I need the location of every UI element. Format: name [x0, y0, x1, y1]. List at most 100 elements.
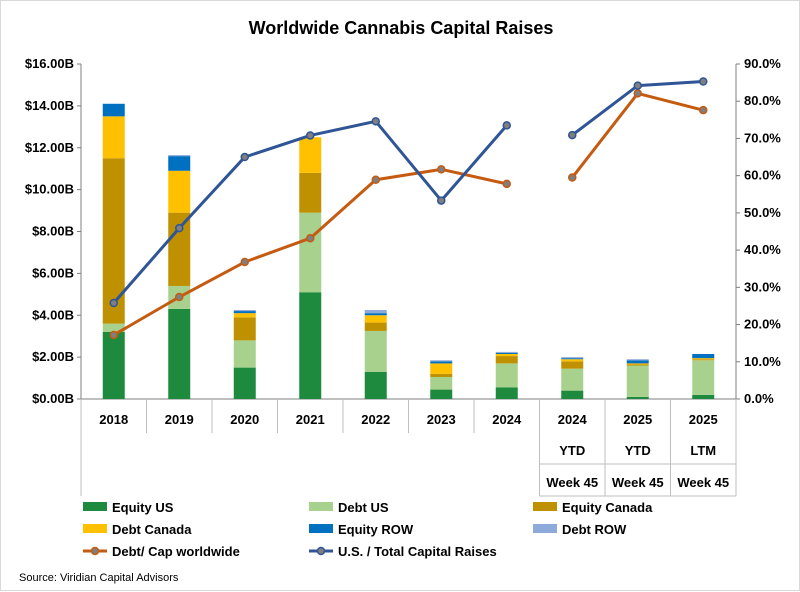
bar-segment-equity-row — [692, 353, 715, 359]
marker-u-s-total-capital-raises — [699, 77, 708, 86]
bar-segment-debt-row — [561, 357, 584, 359]
x-axis-category-label: 2023 — [427, 412, 456, 427]
bar-segment-equity-canada — [692, 359, 715, 361]
right-axis-tick-label: 20.0% — [744, 317, 781, 332]
legend-label: Debt US — [338, 500, 389, 515]
legend-marker-u-s-total-capital-raises — [316, 546, 326, 556]
bar-segment-debt-canada — [299, 137, 322, 173]
bar-segment-debt-canada — [102, 116, 125, 159]
legend-swatch-equity-us — [83, 502, 107, 511]
left-axis-tick-label: $12.00B — [25, 140, 74, 155]
right-axis-tick-label: 40.0% — [744, 242, 781, 257]
marker-u-s-total-capital-raises — [371, 117, 380, 126]
bar-segment-equity-row — [430, 361, 453, 364]
x-axis-category-label: 2024 — [558, 412, 588, 427]
right-axis-tick-label: 60.0% — [744, 168, 781, 183]
bar-segment-equity-canada — [430, 373, 453, 378]
bar-segment-equity-row — [364, 313, 387, 316]
marker-u-s-total-capital-raises — [568, 130, 577, 140]
x-axis-category-label: 2024 — [492, 412, 522, 427]
bar-segment-equity-canada — [102, 158, 125, 324]
right-axis-tick-label: 90.0% — [744, 56, 781, 71]
bar-segment-debt-us — [430, 377, 453, 390]
right-axis-tick-label: 10.0% — [744, 354, 781, 369]
left-axis-tick-label: $0.00B — [32, 391, 74, 406]
bar-segment-equity-row — [102, 103, 125, 117]
x-axis-category-label: 2020 — [230, 412, 259, 427]
marker-debt-cap-worldwide — [371, 175, 380, 185]
bar-segment-debt-canada — [364, 315, 387, 323]
legend-swatch-debt-row — [533, 524, 557, 533]
legend: Equity US Debt US Equity Canada Debt Canada… — [83, 500, 653, 559]
left-axis-tick-label: $4.00B — [32, 307, 74, 322]
source-note: Source: Viridian Capital Advisors — [19, 572, 179, 584]
x-axis-category-label: 2025 — [689, 412, 718, 427]
bar-segment-equity-us — [561, 390, 584, 399]
left-axis-tick-label: $16.00B — [25, 56, 74, 71]
bar-segment-debt-us — [233, 340, 256, 368]
legend-label: U.S. / Total Capital Raises — [338, 544, 497, 559]
marker-debt-cap-worldwide — [502, 179, 511, 189]
x-axis-category-label: Week 45 — [612, 475, 664, 490]
bar-segment-equity-canada — [299, 172, 322, 213]
bar-segment-equity-row — [168, 156, 191, 171]
legend-label: Debt/ Cap worldwide — [112, 544, 240, 559]
bar-segment-debt-row — [430, 360, 453, 362]
right-axis-tick-label: 80.0% — [744, 93, 781, 108]
bar-segment-debt-us — [102, 323, 125, 332]
bar-segment-equity-us — [299, 292, 322, 399]
bar-segment-debt-canada — [626, 363, 649, 365]
left-axis-tick-label: $6.00B — [32, 265, 74, 280]
marker-u-s-total-capital-raises — [175, 223, 184, 233]
legend-marker-debt-cap-worldwide — [90, 546, 100, 556]
legend-label: Debt Canada — [112, 522, 192, 537]
bar-segment-debt-us — [364, 330, 387, 372]
bar-segment-debt-us — [495, 363, 518, 388]
bar-segment-equity-row — [233, 311, 256, 314]
x-axis-category-label: Week 45 — [546, 475, 598, 490]
bar-segment-debt-canada — [692, 358, 715, 360]
x-axis-category-label: Week 45 — [677, 475, 729, 490]
x-axis-category-label: YTD — [625, 443, 651, 458]
bar-segment-equity-us — [495, 387, 518, 399]
legend-label: Debt ROW — [562, 522, 627, 537]
bar-segment-equity-canada — [168, 212, 191, 286]
marker-u-s-total-capital-raises — [502, 121, 511, 130]
left-axis-tick-label: $14.00B — [25, 98, 74, 113]
bar-segment-equity-canada — [561, 361, 584, 369]
line-debt-cap-worldwide — [571, 91, 704, 179]
bar-segment-equity-us — [692, 394, 715, 399]
x-axis-category-label: 2021 — [296, 412, 325, 427]
legend-label: Equity Canada — [562, 500, 653, 515]
bar-segment-debt-canada — [430, 363, 453, 374]
bar-segment-debt-us — [626, 365, 649, 397]
right-axis-tick-label: 70.0% — [744, 130, 781, 145]
bar-segment-equity-row — [495, 352, 518, 354]
marker-debt-cap-worldwide — [633, 89, 642, 98]
x-axis-category-label: YTD — [559, 443, 585, 458]
bar-segment-debt-row — [364, 310, 387, 314]
legend-label: Equity ROW — [338, 522, 414, 537]
left-axis-tick-label: $2.00B — [32, 349, 74, 364]
right-axis-tick-label: 0.0% — [744, 391, 774, 406]
marker-debt-cap-worldwide — [240, 257, 249, 267]
bar-segment-equity-canada — [364, 322, 387, 331]
marker-debt-cap-worldwide — [699, 105, 708, 115]
legend-swatch-equity-row — [309, 524, 333, 533]
bar-segment-equity-row — [626, 360, 649, 364]
legend-swatch-debt-canada — [83, 524, 107, 533]
left-axis-tick-label: $10.00B — [25, 182, 74, 197]
marker-u-s-total-capital-raises — [240, 152, 249, 162]
chart-title: Worldwide Cannabis Capital Raises — [249, 18, 554, 38]
bar-segment-debt-row — [168, 155, 191, 157]
x-axis-category-label: 2022 — [361, 412, 390, 427]
bar-segment-equity-us — [364, 371, 387, 399]
bar-segment-debt-canada — [168, 170, 191, 213]
bar-segment-equity-canada — [233, 317, 256, 341]
marker-u-s-total-capital-raises — [633, 81, 642, 90]
bar-segment-equity-us — [233, 367, 256, 399]
bar-segment-debt-us — [692, 360, 715, 395]
x-axis-category-label: 2025 — [623, 412, 652, 427]
bar-segment-equity-us — [626, 396, 649, 399]
